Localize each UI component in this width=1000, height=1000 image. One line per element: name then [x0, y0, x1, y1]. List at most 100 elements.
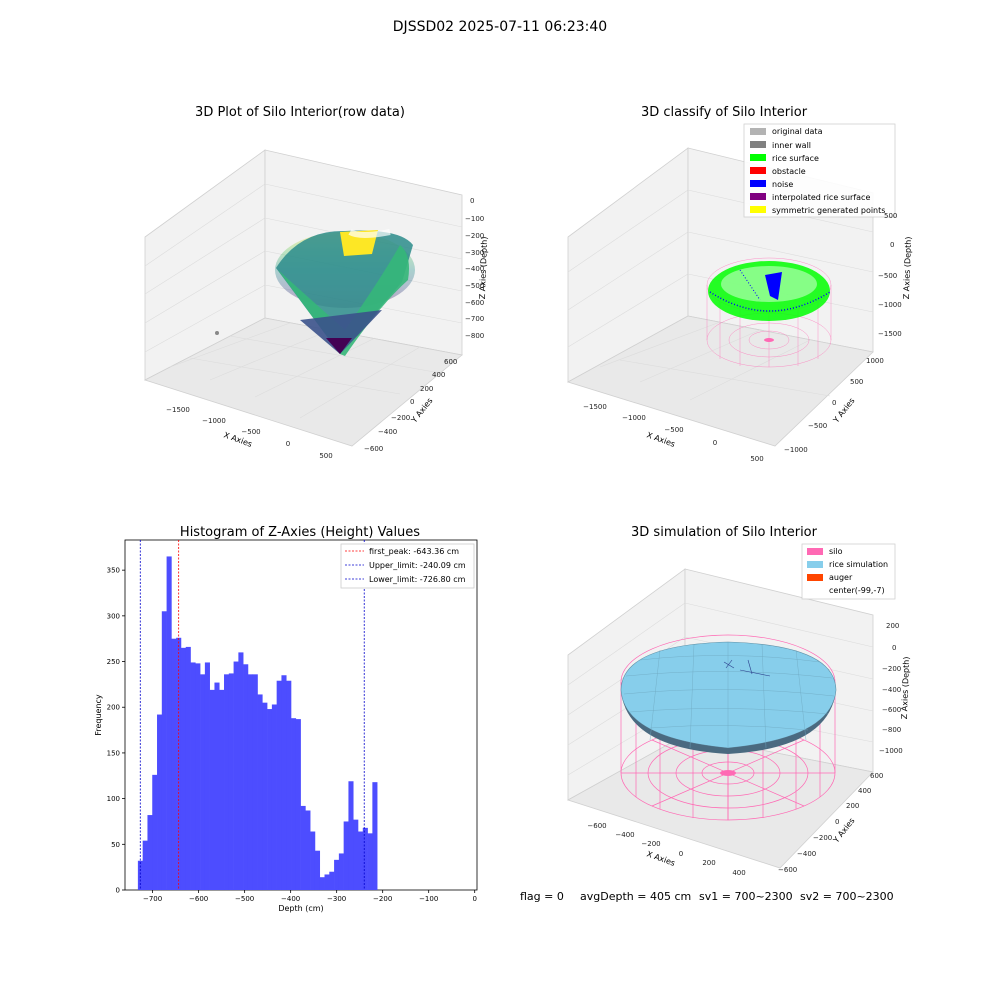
hist-bar	[185, 646, 191, 890]
legend-label: silo	[829, 547, 843, 556]
tick-label: 200	[846, 802, 859, 810]
tick-label: −1500	[166, 406, 190, 414]
legend-item: Upper_limit: -240.09 cm	[345, 561, 466, 570]
figure-suptitle: DJSSD02 2025-07-11 06:23:40	[393, 19, 607, 35]
hist-bar	[300, 805, 306, 890]
hist-bar	[252, 674, 258, 890]
hist-reference-lines	[139, 540, 365, 890]
status-line: flag = 0 avgDepth = 405 cm sv1 = 700~230…	[520, 890, 894, 903]
tick-label: −1500	[583, 403, 607, 411]
hist-bar	[314, 850, 321, 890]
tick-label: −300	[465, 249, 484, 257]
hist-bar	[180, 647, 187, 890]
legend-swatch	[750, 154, 766, 161]
raw-3d-grid	[144, 183, 463, 419]
legend-label: noise	[772, 180, 793, 189]
hist-bar	[305, 810, 311, 890]
hist-bar	[137, 860, 143, 890]
hist-bar	[247, 674, 254, 890]
tick-label: −1000	[784, 446, 808, 454]
legend-swatch	[807, 561, 823, 568]
legend-label: Lower_limit: -726.80 cm	[369, 575, 466, 584]
tick-label: −1000	[622, 414, 646, 422]
hist-xlabel: Depth (cm)	[278, 904, 323, 913]
classify-z-ticks: 500 0 −500 −1000 −1500	[878, 212, 902, 338]
panel-raw-title: 3D Plot of Silo Interior(row data)	[195, 105, 405, 120]
status-sv1: sv1 = 700~2300	[699, 890, 793, 903]
legend-item: symmetric generated points	[750, 206, 885, 215]
tick-label: 500	[319, 452, 332, 460]
classify-legend: original data inner wall rice surface ob…	[743, 123, 896, 218]
hist-y-ticks: 0 50 100 150 200 250 300 350	[107, 567, 125, 895]
tick-label: −700	[143, 895, 162, 903]
simulation-z-ticks: 200 0 −200 −400 −600 −800 −1000	[879, 622, 903, 755]
hist-bar	[338, 853, 344, 890]
legend-swatch	[807, 548, 823, 555]
tick-label: 350	[107, 567, 120, 575]
hist-bar	[281, 675, 287, 890]
hist-bar	[200, 674, 206, 890]
legend-label: first_peak: -643.36 cm	[369, 547, 459, 556]
simulation-y-ticks: −600 −400 −200 0 200 400 600	[778, 772, 883, 874]
hist-bar	[267, 709, 273, 890]
tick-label: −800	[465, 332, 484, 340]
simulation-legend: silo rice simulation auger center(-99,-7…	[801, 543, 896, 600]
legend-label: rice simulation	[829, 560, 888, 569]
tick-label: −800	[882, 726, 901, 734]
tick-label: −400	[465, 265, 484, 273]
tick-label: −600	[465, 299, 484, 307]
panel-classify-3d: 3D classify of Silo Interior	[566, 105, 913, 463]
hist-bar	[262, 702, 268, 890]
tick-label: −500	[241, 428, 260, 436]
tick-label: 0	[286, 440, 290, 448]
tick-label: 0	[892, 644, 896, 652]
tick-label: 0	[116, 887, 120, 895]
legend-item: rice simulation	[807, 560, 888, 569]
tick-label: −400	[378, 428, 397, 436]
hist-bar	[295, 719, 301, 890]
hist-x-ticks: −700 −600 −500 −400 −300 −200 −100 0	[143, 890, 477, 903]
hist-bar	[286, 680, 292, 890]
hist-bar	[171, 638, 177, 890]
hist-bar	[142, 840, 148, 890]
tick-label: −100	[419, 895, 438, 903]
tick-label: −400	[615, 831, 634, 839]
tick-label: 400	[858, 787, 871, 795]
legend-swatch	[750, 206, 766, 213]
classify-zlabel: Z Axies (Depth)	[902, 236, 913, 299]
tick-label: 0	[713, 439, 717, 447]
panel-simulation-3d: 3D simulation of Silo Interior	[566, 525, 911, 877]
tick-label: 400	[732, 869, 745, 877]
tick-label: −500	[235, 895, 254, 903]
tick-label: −500	[808, 422, 827, 430]
tick-label: −1000	[202, 417, 226, 425]
tick-label: −300	[327, 895, 346, 903]
legend-swatch	[750, 193, 766, 200]
tick-label: −400	[281, 895, 300, 903]
hist-bar	[228, 673, 234, 890]
legend-label: original data	[772, 127, 823, 136]
panel-raw-3d: 3D Plot of Silo Interior(row data)	[143, 105, 489, 460]
tick-label: −1000	[879, 747, 903, 755]
classify-3d-grid	[567, 189, 874, 401]
hist-bar	[257, 694, 263, 890]
hist-title: Histogram of Z-Axies (Height) Values	[180, 525, 420, 540]
tick-label: −200	[882, 665, 901, 673]
classify-y-ticks: −1000 −500 0 500 1000	[784, 357, 884, 454]
raw-zlabel: Z Axies (Depth)	[478, 236, 489, 299]
hist-bar	[276, 680, 282, 890]
tick-label: 200	[702, 859, 715, 867]
legend-item: obstacle	[750, 167, 806, 176]
hist-bar	[310, 831, 316, 890]
tick-label: 0	[410, 398, 414, 406]
tick-label: 500	[884, 212, 897, 220]
legend-item: Lower_limit: -726.80 cm	[345, 575, 466, 584]
raw-x-ticks: −1500 −1000 −500 0 500	[166, 406, 333, 460]
status-sv2: sv2 = 700~2300	[800, 890, 894, 903]
hist-bar	[161, 611, 167, 890]
tick-label: 200	[420, 385, 433, 393]
panel-histogram: Histogram of Z-Axies (Height) Values −70…	[94, 525, 478, 913]
tick-label: 100	[107, 795, 120, 803]
raw-z-ticks: 0 −100 −200 −300 −400 −500 −600 −700 −80…	[465, 197, 484, 340]
